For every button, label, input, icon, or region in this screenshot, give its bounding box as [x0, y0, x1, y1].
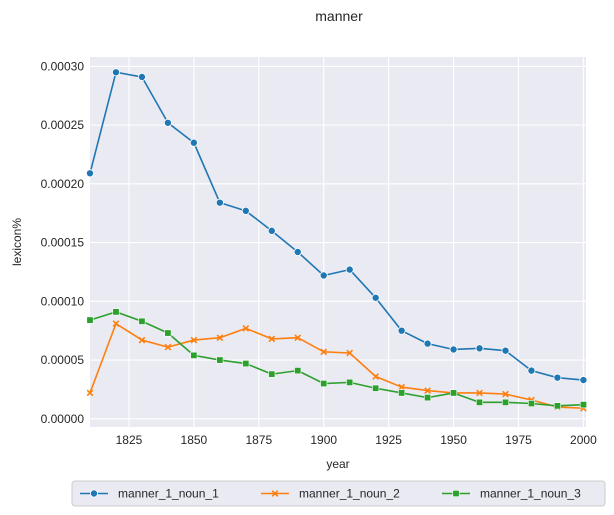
data-point [242, 360, 250, 368]
data-point [476, 389, 483, 397]
y-tick-label: 0.00020 [41, 177, 85, 191]
data-point [268, 370, 276, 378]
data-point [268, 335, 276, 343]
x-tick-label: 1875 [245, 433, 272, 447]
data-point [424, 387, 431, 394]
y-tick-label: 0.00005 [41, 353, 85, 367]
data-point [527, 366, 536, 375]
data-point [553, 402, 561, 410]
data-point [241, 206, 250, 215]
data-point [163, 118, 172, 127]
data-point [502, 390, 509, 398]
y-axis-title: lexicon% [10, 218, 24, 266]
data-point [372, 373, 380, 380]
x-tick-label: 2000 [570, 433, 597, 447]
x-tick-label: 1850 [181, 433, 208, 447]
legend-items: manner_1_noun_1 manner_1_noun_2 manner_1_n… [80, 487, 581, 501]
data-point [216, 334, 224, 342]
data-point [112, 308, 120, 316]
data-point [111, 68, 120, 77]
y-tick-label: 0.00025 [41, 118, 85, 132]
data-point [346, 349, 354, 357]
series-manner_1_noun_1 [86, 68, 588, 385]
data-point [553, 373, 562, 382]
data-point [86, 169, 95, 178]
data-point [293, 247, 302, 256]
data-point [164, 343, 172, 351]
data-point [475, 344, 484, 353]
data-point [319, 271, 328, 280]
data-point [190, 336, 198, 344]
x-tick-label: 1825 [116, 433, 143, 447]
y-tick-label: 0.00010 [41, 294, 85, 308]
series-line-manner_1_noun_2 [89, 322, 584, 410]
y-tick-labels: 0.00000 0.00005 0.00010 0.00015 0.00020 0.000… [41, 59, 85, 425]
legend-marker [452, 489, 460, 497]
data-point [501, 398, 509, 406]
data-point [294, 367, 302, 375]
y-tick-label: 0.00030 [41, 59, 85, 73]
x-tick-label: 1900 [310, 433, 337, 447]
data-point [579, 401, 587, 409]
data-point [579, 376, 588, 385]
chart-title: manner [315, 8, 363, 24]
data-point [189, 138, 198, 147]
x-tick-label: 1925 [375, 433, 402, 447]
data-point [242, 324, 250, 332]
series-manner_1_noun_3 [86, 308, 587, 410]
plot-area [90, 57, 586, 427]
data-point [138, 317, 146, 325]
data-point [190, 351, 198, 359]
legend-label: manner_1_noun_1 [118, 487, 219, 501]
data-point [216, 356, 224, 364]
legend-marker [271, 490, 279, 497]
data-point [267, 226, 276, 235]
data-point [346, 378, 354, 386]
x-tick-label: 1975 [505, 433, 532, 447]
legend-item-manner_1_noun_3: manner_1_noun_3 [442, 487, 581, 501]
data-point [372, 384, 380, 392]
data-point [320, 348, 328, 356]
data-point [397, 326, 406, 335]
data-point [424, 394, 432, 402]
data-point [527, 400, 535, 408]
data-point [501, 346, 510, 355]
series-line-manner_1_noun_1 [89, 71, 584, 381]
data-point [112, 320, 120, 328]
data-point [86, 316, 94, 324]
data-point [476, 398, 484, 406]
data-point [215, 198, 224, 207]
data-point [164, 329, 172, 337]
data-point [86, 389, 94, 397]
series-line-manner_1_noun_3 [89, 311, 584, 407]
legend-item-manner_1_noun_1: manner_1_noun_1 [80, 487, 219, 501]
legend-box [71, 480, 606, 507]
data-point [398, 383, 405, 391]
x-axis-title: year [326, 457, 349, 471]
legend-label: manner_1_noun_3 [480, 487, 581, 501]
series-manner_1_noun_2 [86, 320, 587, 412]
series-layer [86, 68, 588, 412]
legend: manner_1_noun_1 manner_1_noun_2 manner_1_n… [71, 480, 606, 507]
data-point [449, 345, 458, 354]
grid-lines [90, 57, 586, 427]
data-point [345, 265, 354, 274]
x-tick-label: 1950 [440, 433, 467, 447]
data-point [450, 389, 458, 397]
data-point [423, 339, 432, 348]
y-tick-label: 0.00000 [41, 412, 85, 426]
data-point [294, 334, 302, 342]
data-point [371, 293, 380, 302]
legend-marker [90, 489, 99, 498]
data-point [137, 72, 146, 81]
y-tick-label: 0.00015 [41, 236, 85, 250]
data-point [398, 389, 406, 397]
data-point [138, 336, 146, 344]
data-point [320, 380, 328, 388]
x-tick-labels: 1825 1850 1875 1900 1925 1950 1975 2000 [116, 433, 597, 447]
legend-label: manner_1_noun_2 [299, 487, 400, 501]
legend-item-manner_1_noun_2: manner_1_noun_2 [261, 487, 400, 501]
